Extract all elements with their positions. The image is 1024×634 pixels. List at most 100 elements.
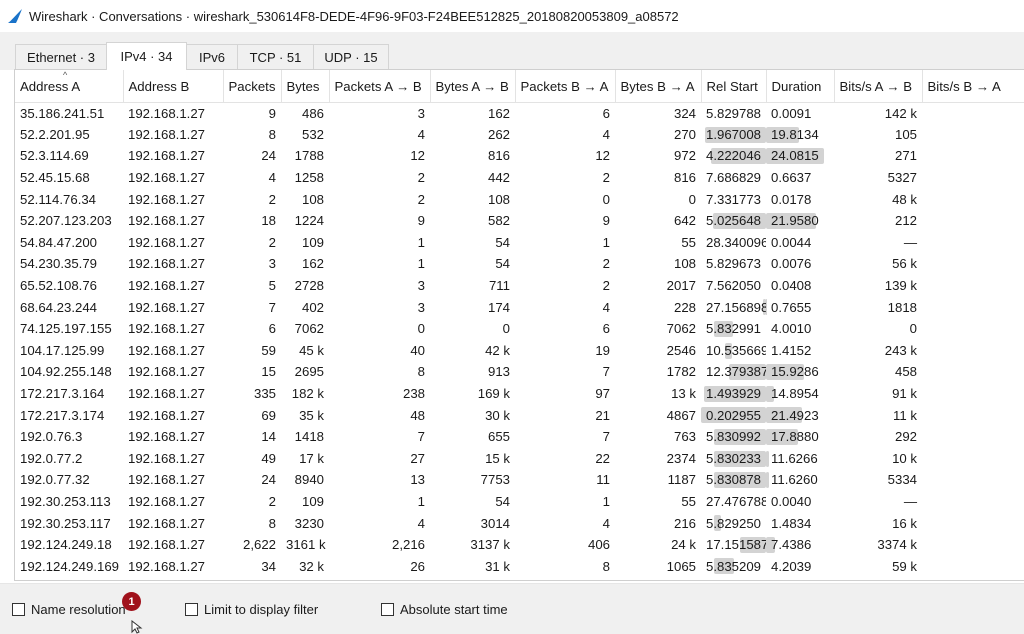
mouse-cursor-icon: [131, 620, 143, 634]
column-header[interactable]: Duration: [766, 70, 835, 103]
table-cell: 108: [301, 191, 324, 207]
rel-start-value: 5.832991: [706, 321, 762, 337]
table-row[interactable]: 68.64.23.244 192.168.1.27 7 402 3 174 4 228 27.1…: [15, 296, 1024, 318]
column-header[interactable]: Bits/s A → B: [834, 70, 923, 103]
table-cell: [922, 188, 1024, 210]
table-cell: 8940: [294, 472, 324, 488]
table-cell: 972: [673, 148, 696, 164]
table-cell: 1418: [294, 429, 324, 445]
table-cell: 21.9580: [766, 210, 834, 232]
table-cell: 13: [410, 472, 425, 488]
table-cell: 5.829250: [701, 512, 766, 534]
tab-udp[interactable]: UDP · 15: [313, 44, 389, 69]
table-row[interactable]: 54.84.47.200 192.168.1.27 2 109 1 54 1 55 28.340…: [15, 232, 1024, 254]
column-header[interactable]: Bytes: [281, 70, 330, 103]
table-row[interactable]: 52.114.76.34 192.168.1.27 2 108 2 108 0 0 7.3317…: [15, 188, 1024, 210]
duration-bar: [766, 536, 776, 553]
table-cell: [922, 253, 1024, 275]
wireshark-fin-icon: [8, 9, 22, 23]
absolute-start-time-label: Absolute start time: [400, 602, 508, 617]
table-cell: 7.562050: [706, 278, 762, 294]
tab-ipv4[interactable]: IPv4 · 34: [106, 42, 187, 70]
table-row[interactable]: 52.207.123.203 192.168.1.27 18 1224 9 582 9 642…: [15, 210, 1024, 232]
column-header[interactable]: Packets: [223, 70, 282, 103]
duration-bar: [766, 385, 775, 402]
table-row[interactable]: 52.45.15.68 192.168.1.27 4 1258 2 442 2 816 7.68…: [15, 167, 1024, 189]
checkbox-box[interactable]: [381, 603, 394, 616]
duration-value: 0.7655: [771, 299, 812, 315]
table-cell: [922, 426, 1024, 448]
duration-bar: [729, 364, 766, 381]
duration-bar: [740, 536, 766, 553]
table-row[interactable]: 172.217.3.174 192.168.1.27 69 35 k 48 30 k 21 4…: [15, 404, 1024, 426]
table-row[interactable]: 65.52.108.76 192.168.1.27 5 2728 3 711 2 2017 7.…: [15, 275, 1024, 297]
table-row[interactable]: 192.168.1.1192.168.1.27121152668764658.0…: [15, 577, 1024, 580]
table-row[interactable]: 35.186.241.51 192.168.1.27 9 486 3 162 6 324 5.8…: [15, 102, 1024, 124]
table-cell: 2546: [666, 342, 696, 358]
table-cell: 18: [261, 213, 276, 229]
table-row[interactable]: 192.30.253.113 192.168.1.27 2 109 1 54 1 55 27.4…: [15, 491, 1024, 513]
tab-ipv6[interactable]: IPv6: [186, 44, 238, 69]
column-header[interactable]: Rel Start: [701, 70, 767, 103]
table-row[interactable]: 104.17.125.99 192.168.1.27 59 45 k 40 42 k 19 2…: [15, 340, 1024, 362]
table-row[interactable]: 192.124.249.18 192.168.1.27 2,622 3161 k 2,2…: [15, 534, 1024, 556]
table-row[interactable]: 74.125.197.155 192.168.1.27 6 7062 0 0 6 7062 5.…: [15, 318, 1024, 340]
table-row[interactable]: 52.3.114.69 192.168.1.27 24 1788 12 816 12 972 4…: [15, 145, 1024, 167]
column-header[interactable]: Address B: [123, 70, 224, 103]
conversations-table-panel[interactable]: ^ Address A Address B Packets Bytes Packets A…: [14, 69, 1024, 581]
table-cell: 68.64.23.244: [20, 299, 98, 315]
table-cell: 192.168.1.27: [128, 472, 206, 488]
table-cell: 8: [602, 558, 610, 574]
column-header[interactable]: Packets B → A: [515, 70, 616, 103]
tab-tcp[interactable]: TCP · 51: [237, 44, 314, 69]
name-resolution-checkbox[interactable]: Name resolution: [12, 602, 126, 617]
table-row[interactable]: 172.217.3.164 192.168.1.27 335 182 k 238 169 …: [15, 383, 1024, 405]
table-cell: 5.829673: [706, 256, 762, 272]
table-row[interactable]: 192.0.76.3 192.168.1.27 14 1418 7 655 7 763 5.83…: [15, 426, 1024, 448]
table-cell: 402: [301, 299, 324, 315]
table-cell: 192.168.1.27: [128, 364, 206, 380]
title-bar: Wireshark · Conversations · wireshark_53…: [0, 0, 1024, 32]
column-header[interactable]: Bytes B → A: [615, 70, 702, 103]
column-header[interactable]: ^ Address A: [15, 70, 124, 103]
table-cell: 406: [587, 537, 610, 553]
table-row[interactable]: 52.2.201.95 192.168.1.27 8 532 4 262 4 270 1.967…: [15, 124, 1024, 146]
absolute-start-time-checkbox[interactable]: Absolute start time: [381, 602, 508, 617]
table-row[interactable]: 104.92.255.148 192.168.1.27 15 2695 8 913 7 178…: [15, 361, 1024, 383]
table-cell: 11 k: [893, 407, 917, 423]
column-header[interactable]: Bits/s B → A: [922, 70, 1024, 103]
limit-display-filter-checkbox[interactable]: Limit to display filter: [185, 602, 318, 617]
table-cell: 8: [268, 126, 276, 142]
table-cell: 0.0091: [771, 105, 812, 121]
table-cell: 3: [268, 256, 276, 272]
rel-start-value: 5.835209: [706, 558, 762, 574]
column-header[interactable]: Packets A → B: [329, 70, 431, 103]
table-cell: [922, 448, 1024, 470]
table-cell: 192.168.1.27: [128, 213, 206, 229]
rel-start-value: 27.156898: [706, 299, 766, 315]
checkbox-box[interactable]: [12, 603, 25, 616]
duration-bar: [766, 148, 824, 165]
table-cell: 21.4923: [766, 404, 834, 426]
table-cell: —: [903, 234, 917, 250]
table-row[interactable]: 192.0.77.2 192.168.1.27 49 17 k 27 15 k 22 2374…: [15, 448, 1024, 470]
table-cell: 0.202955: [701, 404, 766, 426]
table-cell: 2017: [666, 278, 696, 294]
notification-badge: 1: [122, 592, 141, 611]
table-row[interactable]: 192.30.253.117 192.168.1.27 8 3230 4 3014 4 216…: [15, 512, 1024, 534]
table-cell: [922, 383, 1024, 405]
checkbox-box[interactable]: [185, 603, 198, 616]
table-cell: [922, 361, 1024, 383]
tab-ethernet[interactable]: Ethernet · 3: [15, 44, 107, 69]
table-cell: 9: [268, 105, 276, 121]
table-cell: 16 k: [892, 515, 917, 531]
table-cell: 192.168.1.27: [128, 493, 206, 509]
table-cell: 4867: [666, 407, 696, 423]
table-row[interactable]: 192.0.77.32 192.168.1.27 24 8940 13 7753 11 118…: [15, 469, 1024, 491]
table-cell: 292: [894, 429, 917, 445]
duration-bar: [714, 558, 735, 575]
table-row[interactable]: 54.230.35.79 192.168.1.27 3 162 1 54 2 108 5.829…: [15, 253, 1024, 275]
column-header[interactable]: Bytes A → B: [430, 70, 516, 103]
duration-value: 15.9286: [771, 364, 819, 380]
